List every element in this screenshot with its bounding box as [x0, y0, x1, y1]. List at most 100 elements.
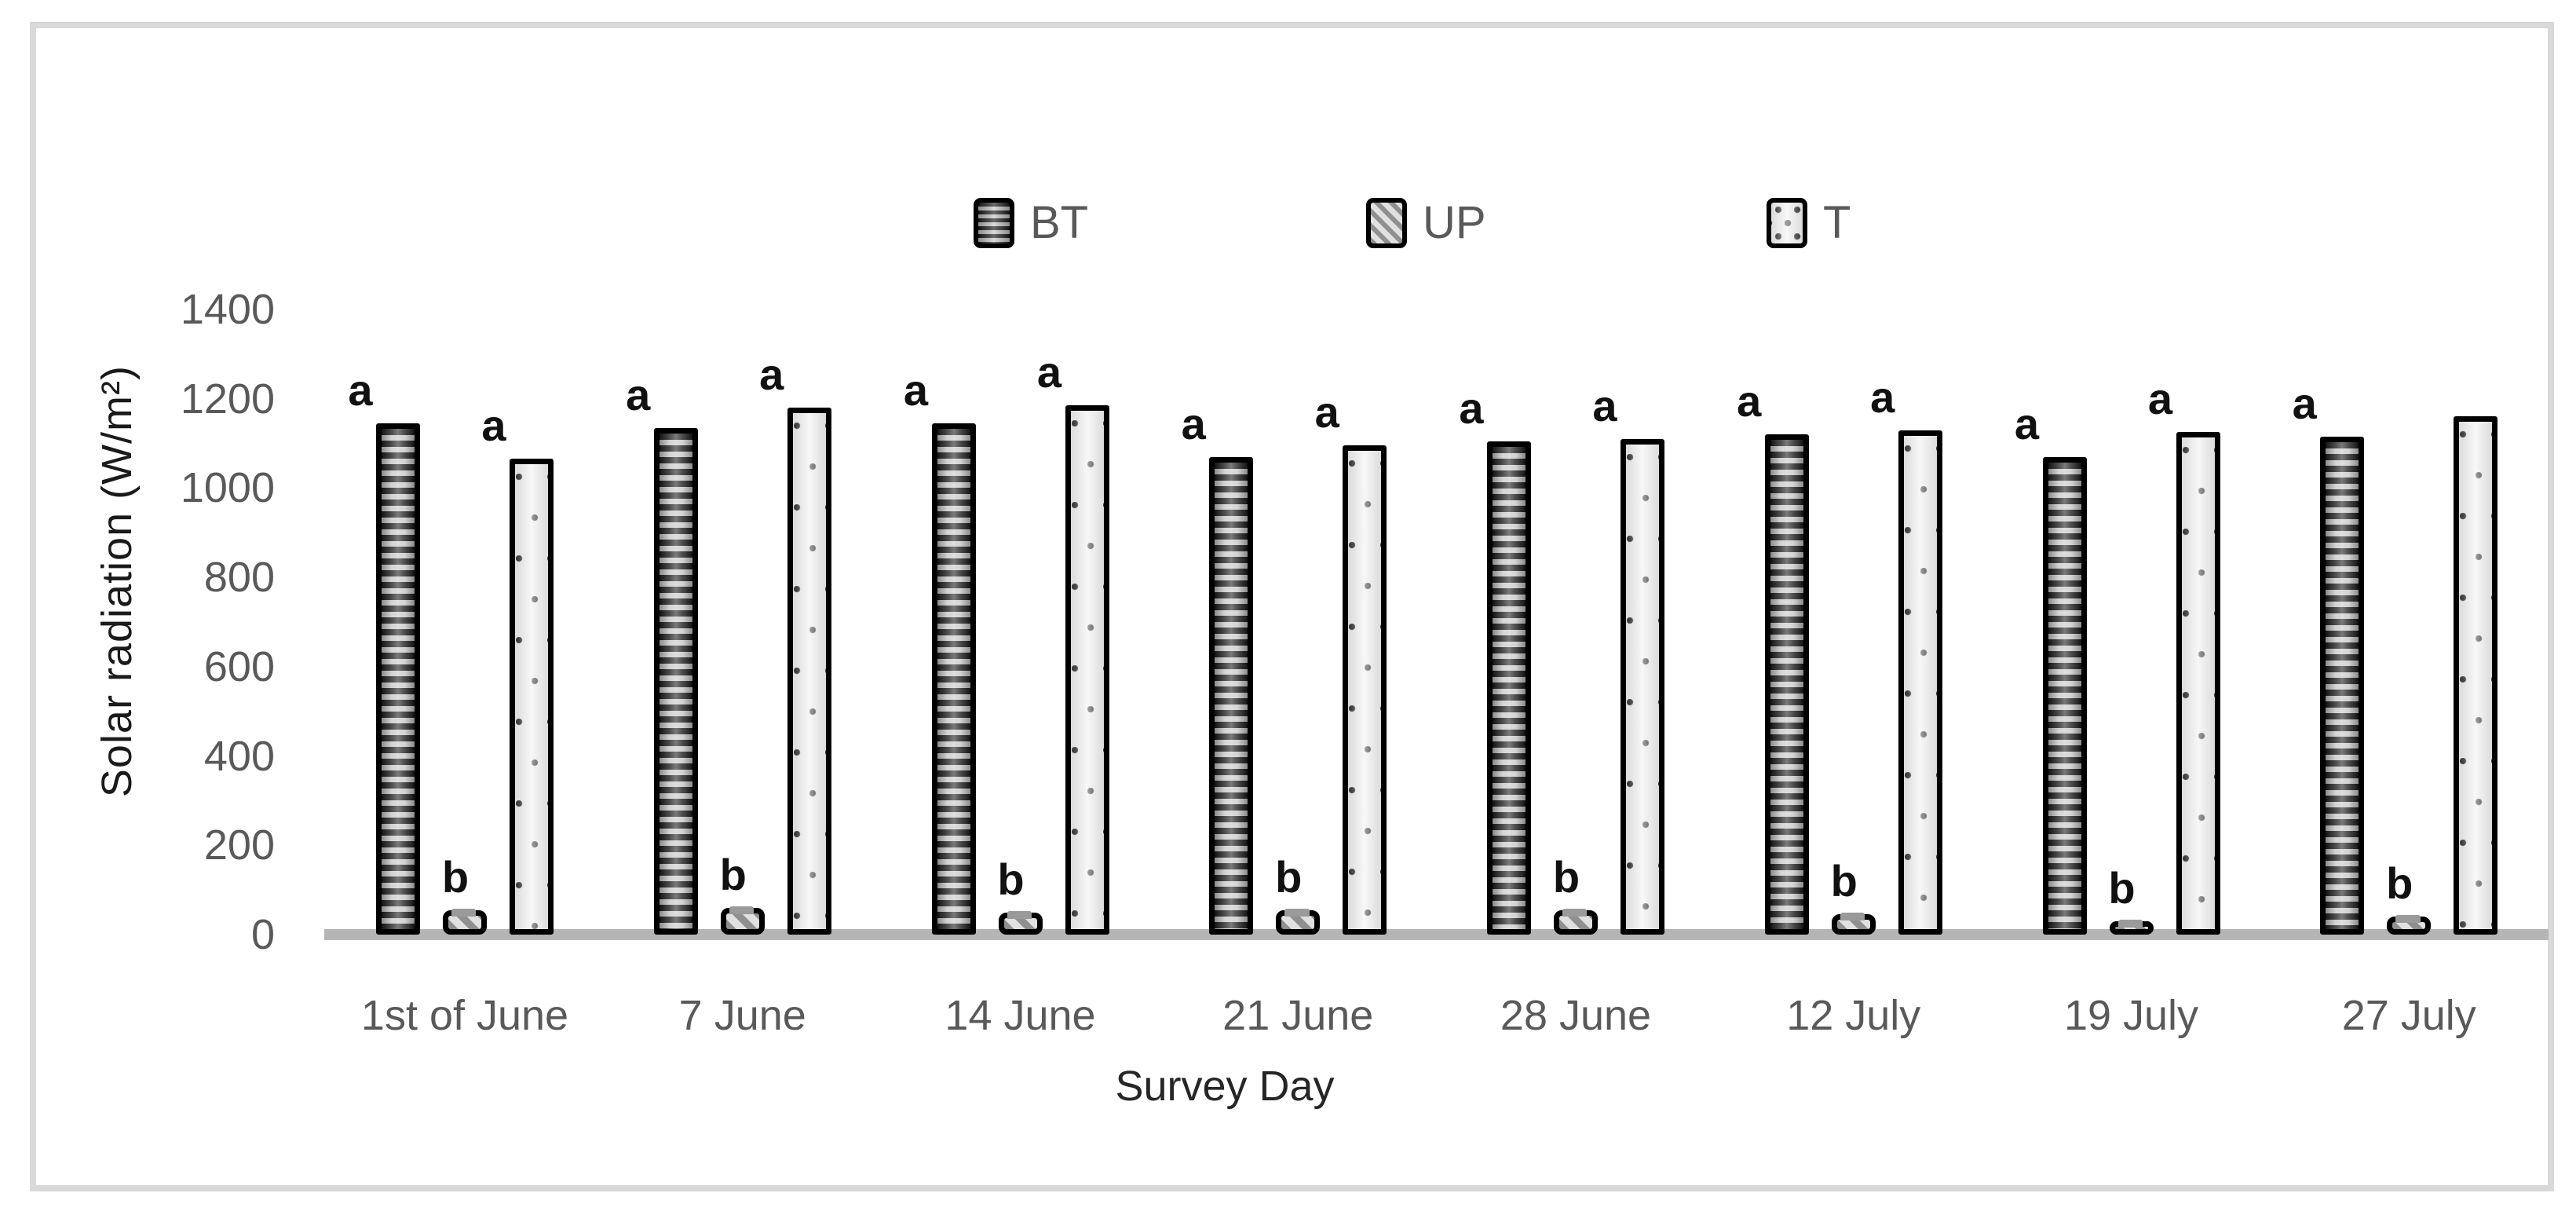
bar-column-t: a — [2148, 377, 2220, 935]
y-tick-label: 0 — [250, 911, 275, 958]
bar-t-1 — [787, 408, 831, 935]
x-axis-line — [324, 929, 2549, 940]
x-tick-label: 28 June — [1500, 992, 1652, 1039]
bar-column-up: b — [719, 850, 765, 935]
significance-letter: a — [759, 349, 784, 399]
bar-column-bt: a — [1182, 402, 1254, 935]
significance-letter: b — [2386, 858, 2413, 908]
significance-letter: b — [719, 850, 747, 899]
bar-up-2 — [998, 911, 1043, 935]
legend-label: T — [1823, 197, 1851, 248]
bar-group: a b a — [1715, 375, 1993, 935]
significance-letter: b — [1275, 852, 1303, 902]
y-tick-label: 1000 — [180, 464, 275, 512]
bar-group: a b a — [1437, 384, 1715, 935]
bar-column-t: a — [1315, 390, 1387, 935]
significance-letter: a — [481, 401, 506, 450]
x-tick-label: 12 July — [1786, 992, 1921, 1039]
bar-t-7 — [2454, 416, 2498, 935]
bar-t-5 — [1898, 430, 1942, 935]
bar-up-5 — [1831, 913, 1876, 935]
bar-column-up: b — [441, 852, 487, 935]
bar-t-0 — [510, 459, 554, 935]
significance-letter: a — [1870, 372, 1895, 422]
bar-bt-2 — [931, 423, 976, 935]
significance-letter: b — [997, 855, 1025, 904]
bar-bt-1 — [653, 428, 698, 935]
bar-column-t — [2454, 374, 2498, 935]
significance-letter: a — [2292, 379, 2317, 428]
bar-t-6 — [2176, 432, 2220, 935]
bar-up-1 — [720, 906, 765, 935]
y-tick-label: 600 — [203, 642, 275, 690]
bar-bt-7 — [2320, 437, 2365, 935]
bar-column-up: b — [1830, 856, 1876, 935]
significance-letter: a — [626, 370, 651, 419]
significance-letter: b — [441, 852, 470, 902]
x-axis-title: Survey Day — [1115, 1063, 1335, 1110]
bar-group: a b a — [1993, 377, 2271, 935]
bar-column-up: b — [1552, 852, 1598, 935]
significance-letter: a — [2014, 399, 2040, 448]
bar-column-bt: a — [1459, 386, 1531, 935]
y-tick-label: 800 — [203, 554, 275, 602]
x-tick-label: 14 June — [945, 992, 1096, 1039]
legend-item-bt: BT — [974, 196, 1088, 249]
bar-up-6 — [2109, 920, 2154, 935]
bar-column-up: b — [2108, 863, 2154, 935]
significance-letter: a — [1459, 383, 1484, 433]
bar-t-2 — [1065, 405, 1109, 935]
significance-letter: b — [1552, 852, 1580, 902]
bar-column-t: a — [1592, 384, 1664, 935]
bar-column-t: a — [759, 353, 831, 935]
significance-letter: a — [2147, 374, 2173, 423]
bar-column-bt: a — [1737, 379, 1809, 935]
significance-letter: b — [2108, 863, 2136, 913]
bar-column-bt: a — [348, 368, 420, 935]
significance-letter: a — [1592, 381, 1617, 430]
legend-label: BT — [1030, 197, 1089, 248]
bar-column-bt: a — [626, 373, 698, 935]
chart-frame-border — [30, 22, 2554, 1191]
bar-up-4 — [1554, 909, 1598, 935]
bar-bt-4 — [1487, 441, 1531, 935]
significance-letter: a — [1181, 399, 1206, 448]
legend-marker-bt-icon — [974, 197, 1014, 248]
bar-column-t: a — [1037, 350, 1109, 935]
bar-bt-3 — [1209, 457, 1254, 935]
bar-column-up: b — [2386, 858, 2432, 935]
significance-letter: a — [903, 365, 929, 415]
bar-group: a b a — [326, 368, 604, 935]
y-tick-label: 1400 — [180, 286, 275, 333]
y-tick-label: 400 — [203, 732, 275, 780]
bar-column-t: a — [1870, 375, 1942, 935]
bar-up-7 — [2387, 915, 2432, 935]
legend-marker-up-icon — [1366, 197, 1407, 248]
bar-bt-5 — [1764, 434, 1809, 935]
bar-t-3 — [1343, 445, 1387, 935]
y-tick-label: 200 — [203, 822, 275, 869]
bar-column-t: a — [481, 404, 554, 935]
bar-column-bt: a — [2293, 382, 2365, 935]
bar-group: a b a — [882, 350, 1160, 935]
bar-up-0 — [443, 909, 487, 935]
x-tick-label: 7 June — [678, 992, 806, 1039]
legend-item-t: T — [1767, 196, 1851, 249]
x-tick-label: 19 July — [2063, 992, 2199, 1039]
bar-bt-0 — [376, 423, 420, 935]
legend-marker-t-icon — [1767, 197, 1807, 248]
bar-t-4 — [1621, 439, 1664, 935]
legend-item-up: UP — [1366, 196, 1486, 249]
significance-letter: a — [1036, 347, 1062, 397]
significance-letter: b — [1830, 856, 1858, 906]
bar-column-bt: a — [2015, 402, 2087, 935]
x-tick-label: 27 July — [2341, 992, 2476, 1039]
x-tick-label: 1st of June — [360, 992, 569, 1039]
significance-letter: a — [1737, 376, 1762, 426]
y-tick-label: 1200 — [180, 375, 275, 423]
significance-letter: a — [348, 365, 373, 415]
